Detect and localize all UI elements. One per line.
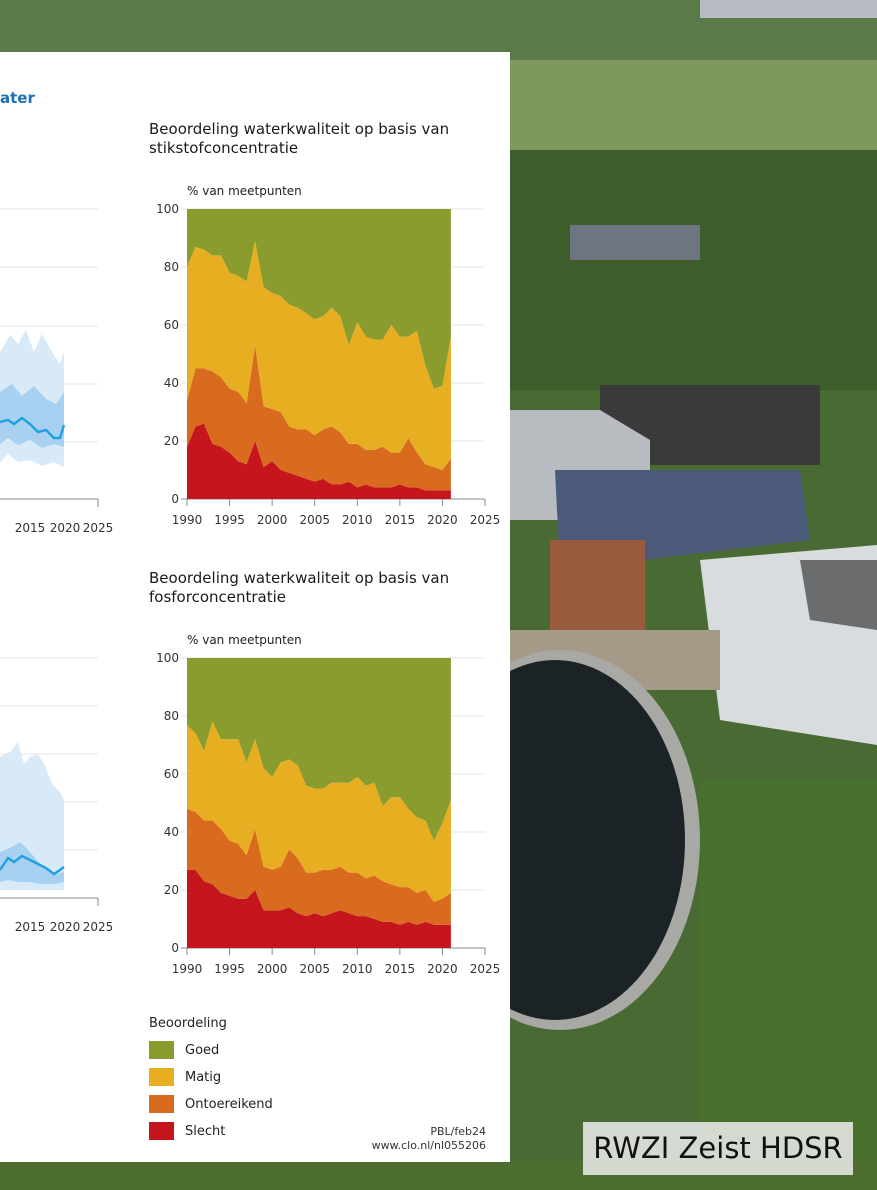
chart2-y-tick-label-20: 20 xyxy=(164,883,179,897)
chart2-x-tick-label-1995: 1995 xyxy=(214,962,245,976)
chart1-x-tick-label-2000: 2000 xyxy=(257,513,288,527)
chart2-x-tick-label-2000: 2000 xyxy=(257,962,288,976)
legend-item-matig: Matig xyxy=(149,1067,221,1087)
legend-swatch-slecht xyxy=(149,1122,174,1140)
chart2-phosphorus: % van meetpunten 0 20 40 60 80 100 1990 1995 2000… xyxy=(156,633,500,976)
chart1-x-tick-label-1995: 1995 xyxy=(214,513,245,527)
chart1-area-matig xyxy=(187,240,451,470)
chart2-area-goed xyxy=(187,658,451,841)
chart2-x-tick-label-2025: 2025 xyxy=(470,962,501,976)
left-bottom-median-line xyxy=(0,854,65,876)
chart1-nitrogen: % van meetpunten 0 20 40 60 80 100 1990 1995 2000… xyxy=(156,184,500,527)
chart2-area-ontoereikend xyxy=(187,808,451,925)
chart2-title-line1: Beoordeling waterkwaliteit op basis van xyxy=(149,569,450,587)
chart2-x-tick-label-2020: 2020 xyxy=(427,962,458,976)
chart1-x-tick-label-2010: 2010 xyxy=(342,513,373,527)
chart2-y-tick-label-80: 80 xyxy=(164,709,179,723)
left-x-tick-label-1-2025: 2025 xyxy=(83,521,114,535)
chart-panel: ater Beoordeling waterkwaliteit op basis… xyxy=(0,52,510,1162)
left-x-tick-label-1-2015: 2015 xyxy=(15,521,46,535)
chart2-title-line2: fosforconcentratie xyxy=(149,588,286,606)
chart1-x-tick-label-1990: 1990 xyxy=(172,513,203,527)
legend-swatch-goed xyxy=(149,1041,174,1059)
chart1-x-tick-label-2025: 2025 xyxy=(470,513,501,527)
chart1-y-tick-label-100: 100 xyxy=(156,202,179,216)
chart1-y-tick-label-0: 0 xyxy=(171,492,179,506)
left-bottom-inner-band xyxy=(0,842,64,884)
photo-caption: RWZI Zeist HDSR xyxy=(583,1122,853,1175)
chart1-title-line1: Beoordeling waterkwaliteit op basis van xyxy=(149,120,450,138)
chart1-title: Beoordeling waterkwaliteit op basis van … xyxy=(149,120,449,158)
chart2-ylabel: % van meetpunten xyxy=(187,633,302,647)
chart2-x-tick-label-2010: 2010 xyxy=(342,962,373,976)
left-chart-top xyxy=(0,208,99,507)
chart1-x-tick-label-2020: 2020 xyxy=(427,513,458,527)
legend-item-goed: Goed xyxy=(149,1040,219,1060)
left-x-tick-label-2-2015: 2015 xyxy=(15,920,46,934)
chart1-x-tick-label-2015: 2015 xyxy=(385,513,416,527)
chart2-title: Beoordeling waterkwaliteit op basis van … xyxy=(149,569,449,607)
chart2-area-slecht xyxy=(187,869,451,948)
chart2-y-tick-label-60: 60 xyxy=(164,767,179,781)
legend-item-ontoereikend: Ontoereikend xyxy=(149,1094,273,1114)
chart1-x-tick-label-2005: 2005 xyxy=(299,513,330,527)
left-chart-bottom xyxy=(0,657,99,906)
chart1-y-tick-label-20: 20 xyxy=(164,434,179,448)
chart1-y-tick-label-60: 60 xyxy=(164,318,179,332)
legend-label-slecht: Slecht xyxy=(185,1123,226,1139)
source-line-1: PBL/feb24 xyxy=(430,1125,486,1138)
chart2-y-tick-label-0: 0 xyxy=(171,941,179,955)
chart1-area-slecht xyxy=(187,423,451,499)
chart2-x-tick-label-1990: 1990 xyxy=(172,962,203,976)
legend-label-ontoereikend: Ontoereikend xyxy=(185,1096,273,1112)
chart1-area-ontoereikend xyxy=(187,345,451,491)
source-line-2: www.clo.nl/nl055206 xyxy=(371,1139,486,1152)
legend-swatch-matig xyxy=(149,1068,174,1086)
panel-title-fragment: ater xyxy=(0,89,35,107)
chart2-x-tick-label-2005: 2005 xyxy=(299,962,330,976)
chart1-title-line2: stikstofconcentratie xyxy=(149,139,299,157)
chart1-area-goed xyxy=(187,209,451,389)
chart1-ylabel: % van meetpunten xyxy=(187,184,302,198)
chart1-y-tick-label-40: 40 xyxy=(164,376,179,390)
legend-item-slecht: Slecht xyxy=(149,1121,225,1141)
chart1-y-tick-label-80: 80 xyxy=(164,260,179,274)
legend-title: Beoordeling xyxy=(149,1016,227,1031)
left-x-tick-label-2-2020: 2020 xyxy=(50,920,81,934)
legend-label-goed: Goed xyxy=(185,1042,220,1058)
legend-label-matig: Matig xyxy=(185,1069,222,1085)
chart2-area-matig xyxy=(187,721,451,902)
chart2-y-tick-label-100: 100 xyxy=(156,651,179,665)
left-x-tick-label-1-2020: 2020 xyxy=(50,521,81,535)
left-top-median-line xyxy=(0,416,66,440)
chart2-y-tick-label-40: 40 xyxy=(164,825,179,839)
left-x-tick-label-2-2025: 2025 xyxy=(83,920,114,934)
legend-swatch-ontoereikend xyxy=(149,1095,174,1113)
chart2-x-tick-label-2015: 2015 xyxy=(385,962,416,976)
